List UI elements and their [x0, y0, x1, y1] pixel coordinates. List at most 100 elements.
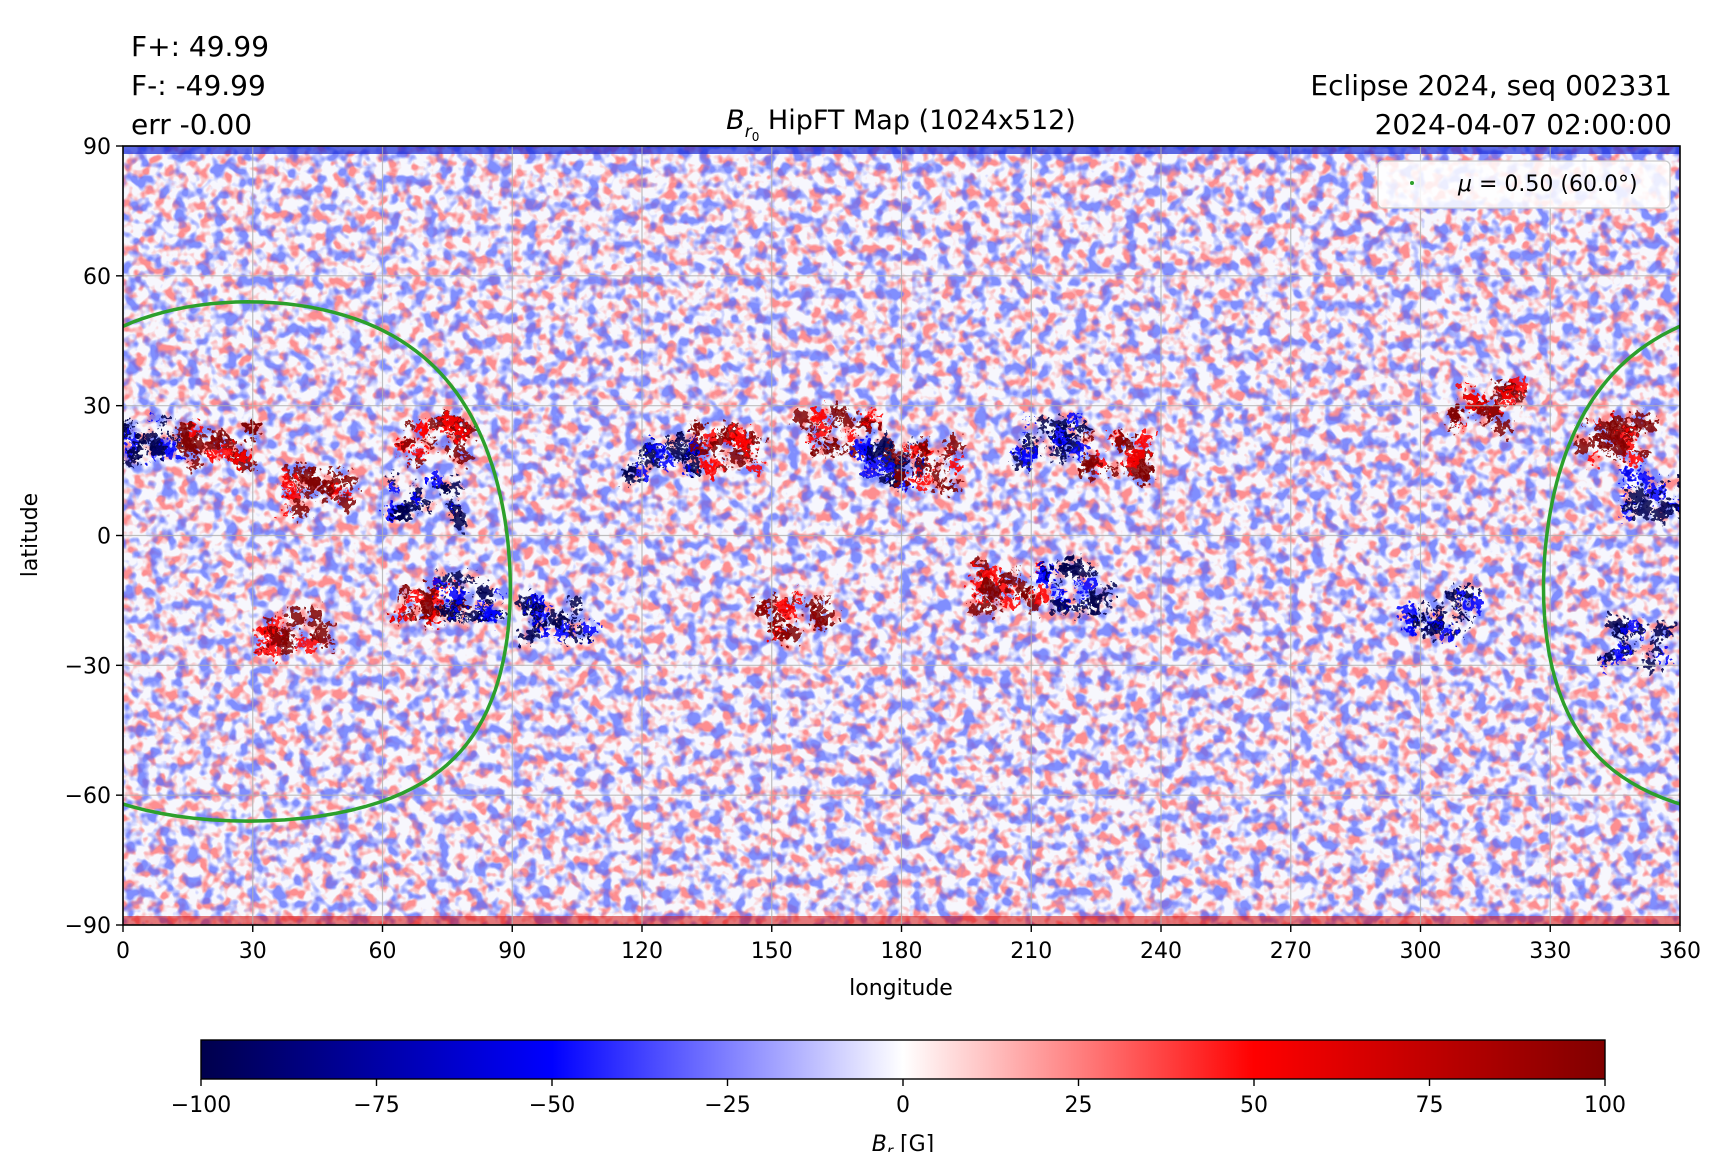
region-patch	[1606, 448, 1612, 455]
region-patch	[527, 637, 532, 642]
region-patch	[205, 451, 214, 460]
region-patch	[164, 445, 179, 459]
title-symbol: B	[726, 105, 745, 136]
region-patch	[1661, 480, 1667, 487]
x-tick-label: 180	[881, 939, 923, 964]
colorbar-tick-label: −50	[529, 1093, 575, 1118]
region-patch	[1484, 405, 1499, 420]
region-patch	[648, 440, 665, 457]
region-patch	[436, 574, 446, 584]
region-patch	[1641, 656, 1657, 672]
region-patch	[1627, 427, 1635, 435]
region-patch	[1073, 564, 1089, 579]
x-tick-label: 30	[239, 939, 267, 964]
y-tick-label: 30	[83, 395, 111, 420]
region-patch	[810, 444, 819, 454]
region-patch	[718, 430, 726, 437]
region-patch	[1405, 620, 1418, 633]
active-region-positive	[1082, 431, 1153, 484]
legend[interactable]: μ = 0.50 (60.0°)	[1377, 160, 1671, 209]
colorbar-label-subscript: r	[887, 1142, 894, 1152]
region-patch	[907, 452, 912, 458]
region-patch	[403, 599, 410, 606]
y-tick-label: 0	[97, 525, 111, 550]
region-patch	[1462, 586, 1475, 600]
region-patch	[311, 628, 326, 643]
active-region-positive	[256, 607, 337, 658]
region-patch	[1061, 426, 1072, 436]
region-patch	[1681, 496, 1695, 510]
region-patch	[1018, 446, 1025, 453]
region-patch	[1446, 405, 1461, 420]
region-patch	[1052, 590, 1061, 599]
region-patch	[1460, 379, 1470, 389]
region-patch	[268, 645, 281, 658]
region-patch	[794, 410, 811, 427]
active-region-positive	[394, 410, 474, 467]
region-patch	[1654, 623, 1669, 638]
colorbar-tick-label: 50	[1240, 1093, 1268, 1118]
region-patch	[439, 601, 450, 613]
region-patch	[758, 606, 770, 617]
x-tick-label: 0	[116, 939, 130, 964]
region-patch	[1630, 488, 1647, 504]
region-patch	[693, 442, 707, 456]
region-patch	[168, 433, 175, 440]
active-region-positive	[279, 466, 358, 518]
region-patch	[1635, 471, 1652, 488]
region-patch	[841, 417, 853, 429]
region-patch	[295, 481, 301, 487]
region-patch	[296, 638, 307, 649]
region-patch	[560, 641, 567, 647]
region-patch	[1629, 454, 1642, 467]
region-patch	[1003, 571, 1017, 586]
region-patch	[203, 437, 219, 453]
region-patch	[1077, 596, 1085, 604]
region-patch	[283, 509, 290, 516]
region-patch	[1621, 483, 1628, 490]
region-patch	[1014, 564, 1019, 569]
region-patch	[417, 600, 433, 617]
region-patch	[931, 465, 943, 477]
region-patch	[261, 626, 271, 635]
region-patch	[1642, 493, 1649, 500]
legend-symbol: μ	[1457, 172, 1472, 197]
region-patch	[683, 465, 691, 473]
region-patch	[134, 436, 147, 448]
region-patch	[878, 474, 888, 484]
active-region-positive	[1446, 378, 1527, 436]
region-patch	[1061, 562, 1072, 573]
region-patch	[648, 454, 661, 467]
region-patch	[758, 436, 765, 442]
region-patch	[1433, 604, 1443, 614]
title-subsubscript: 0	[752, 130, 760, 144]
region-patch	[1072, 603, 1085, 615]
region-patch	[449, 481, 462, 494]
region-patch	[448, 587, 464, 603]
region-patch	[815, 407, 828, 420]
x-tick-label: 240	[1140, 939, 1182, 964]
x-tick-label: 300	[1400, 939, 1442, 964]
region-patch	[1035, 575, 1046, 586]
region-patch	[281, 609, 286, 614]
x-tick-label: 270	[1270, 939, 1312, 964]
region-patch	[1084, 432, 1094, 441]
region-patch	[819, 597, 826, 605]
region-patch	[813, 432, 822, 441]
region-patch	[1633, 413, 1649, 429]
region-patch	[1494, 419, 1511, 436]
region-patch	[1614, 626, 1625, 637]
region-patch	[451, 424, 468, 440]
region-patch	[442, 582, 450, 589]
region-patch	[459, 611, 467, 619]
title-subscript: r	[745, 122, 753, 142]
region-patch	[1038, 418, 1048, 428]
region-patch	[568, 616, 577, 625]
region-patch	[1074, 580, 1081, 587]
region-patch	[213, 430, 227, 443]
region-patch	[1602, 429, 1616, 444]
region-patch	[399, 437, 411, 450]
region-patch	[1673, 503, 1680, 514]
region-patch	[925, 473, 933, 481]
region-patch	[977, 597, 985, 605]
